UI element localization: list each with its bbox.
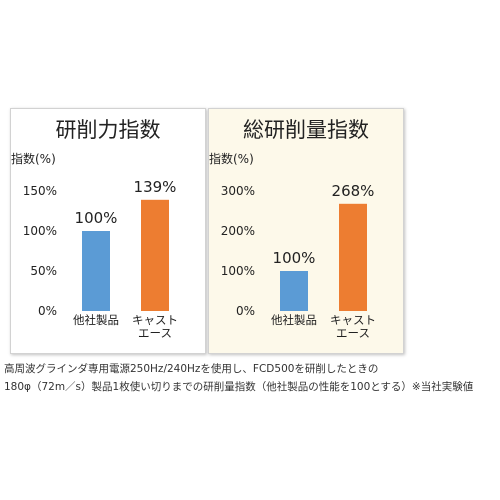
- bar: [280, 271, 308, 311]
- bar: [82, 231, 110, 311]
- y-tick-label: 200%: [221, 224, 255, 238]
- total-grinding-amount-chart-panel: 総研削量指数指数(%) 0% 100% 200% 300% 100% 他社製品 268% キャス…: [208, 108, 404, 354]
- bar: [339, 203, 367, 311]
- data-label: 100%: [75, 209, 118, 227]
- bar: [141, 199, 169, 311]
- y-tick-label: 300%: [221, 184, 255, 198]
- grinding-force-chart-panel: 研削力指数 指数(%) 0% 50% 100% 150% 100% 他社製品 139% キャストエ…: [10, 108, 206, 354]
- chart-title: 総研削量指数: [243, 118, 369, 142]
- y-tick-label: 0%: [236, 304, 255, 318]
- category-label: 他社製品: [73, 313, 119, 327]
- caption: 高周波グラインダ専用電源250Hz/240Hzを使用し、FCD500を研削したと…: [4, 360, 496, 396]
- data-label: 268%: [332, 182, 375, 200]
- caption-line-1: 高周波グラインダ専用電源250Hz/240Hzを使用し、FCD500を研削したと…: [4, 363, 379, 375]
- y-tick-label: 0%: [38, 304, 57, 318]
- y-axis-label: 指数(%): [209, 151, 254, 166]
- category-label: キャスト: [330, 313, 376, 327]
- category-label: キャスト: [132, 313, 178, 327]
- category-label: エース: [336, 326, 370, 340]
- category-label: エース: [138, 326, 172, 340]
- y-axis-label: 指数(%): [11, 151, 56, 166]
- y-tick-label: 100%: [221, 264, 255, 278]
- data-label: 139%: [134, 178, 177, 196]
- y-tick-label: 150%: [23, 184, 57, 198]
- chart-title: 研削力指数: [56, 118, 161, 142]
- category-label: 他社製品: [271, 313, 317, 327]
- data-label: 100%: [273, 249, 316, 267]
- y-tick-label: 100%: [23, 224, 57, 238]
- caption-line-2: 180φ（72m／s）製品1枚使い切りまでの研削量指数（他社製品の性能を100と…: [4, 381, 474, 393]
- y-tick-label: 50%: [30, 264, 57, 278]
